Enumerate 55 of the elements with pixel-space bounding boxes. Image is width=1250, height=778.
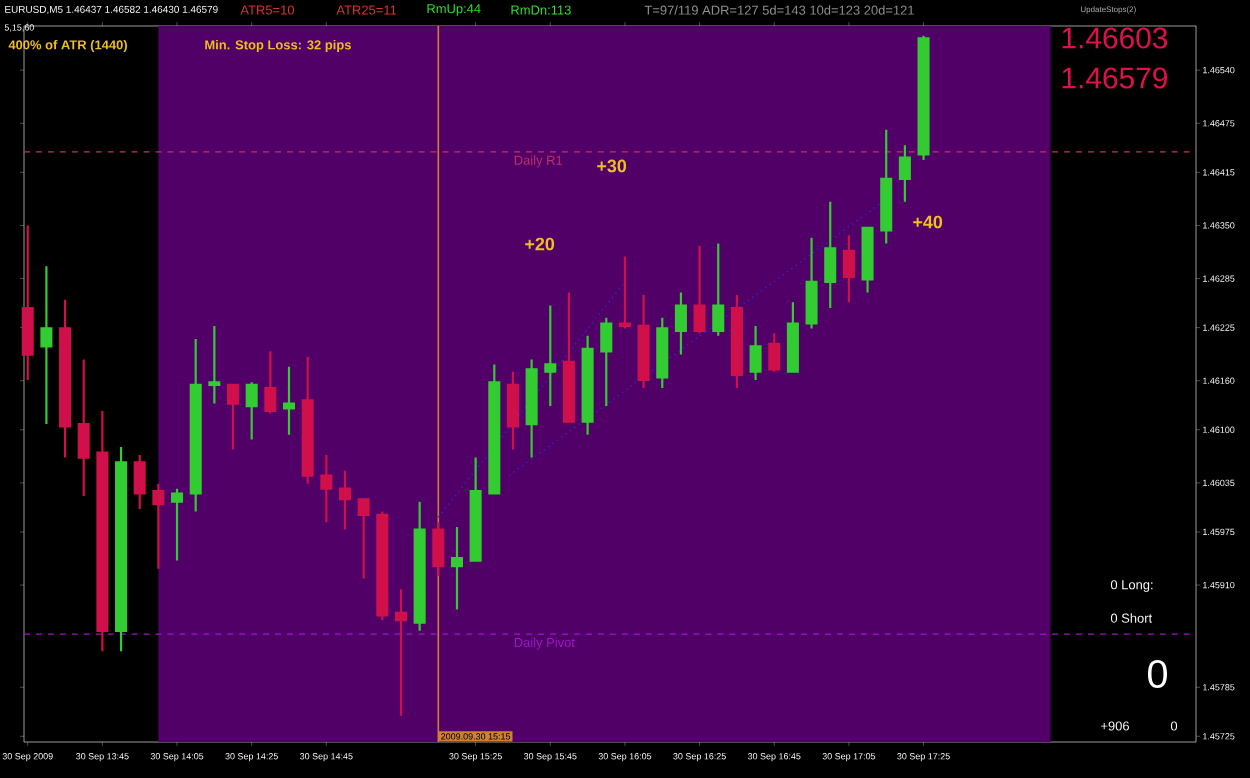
candlestick — [525, 358, 538, 459]
candlestick — [469, 456, 482, 562]
candlestick — [357, 498, 370, 580]
candlestick — [768, 332, 781, 373]
candlestick — [96, 409, 109, 653]
candlestick — [600, 316, 613, 408]
annotation: 1.46603 — [1062, 27, 1168, 49]
candlestick — [152, 482, 165, 570]
candlestick — [656, 316, 669, 390]
candlestick — [749, 324, 762, 382]
annotation: 0 — [1147, 659, 1168, 689]
candlestick — [880, 128, 893, 245]
candlestick — [842, 234, 855, 304]
candlestick — [189, 337, 202, 513]
candlestick — [824, 200, 837, 310]
candlestick — [394, 588, 408, 717]
candlestick — [133, 454, 146, 511]
candlestick — [208, 324, 221, 405]
annotation: +40 — [913, 215, 943, 229]
candlestick — [581, 334, 594, 436]
candlestick — [115, 445, 128, 653]
annotation: +20 — [525, 237, 555, 251]
candlestick — [264, 350, 277, 415]
candlestick — [432, 521, 445, 578]
candlestick — [861, 226, 874, 294]
candlestick — [637, 293, 650, 390]
annotation: 1.46579 — [1062, 67, 1167, 89]
candlestick — [674, 291, 687, 356]
candlestick — [77, 358, 90, 498]
candlestick — [320, 454, 333, 524]
candlestick — [805, 236, 818, 330]
candlestick — [59, 298, 72, 459]
candlestick — [712, 242, 725, 337]
candlestick — [544, 304, 557, 408]
candlestick — [562, 291, 575, 423]
candlestick — [693, 244, 706, 335]
candlestick — [376, 510, 389, 622]
candlestick — [171, 487, 184, 562]
candlestick — [301, 355, 314, 485]
annotation: +30 — [597, 159, 627, 173]
candlestick — [488, 363, 501, 495]
candlestick — [338, 469, 352, 531]
candlestick — [21, 224, 34, 382]
candlestick — [730, 293, 743, 390]
candlestick — [898, 144, 911, 203]
candlestick — [226, 383, 240, 451]
candlestick — [282, 365, 296, 436]
candlestick — [450, 525, 463, 611]
candlestick — [413, 500, 426, 632]
candlestick — [917, 34, 930, 162]
candlestick — [786, 301, 799, 373]
candlestick — [40, 265, 53, 426]
candlestick — [245, 381, 258, 441]
candlestick — [506, 370, 519, 451]
candlestick — [618, 255, 631, 330]
